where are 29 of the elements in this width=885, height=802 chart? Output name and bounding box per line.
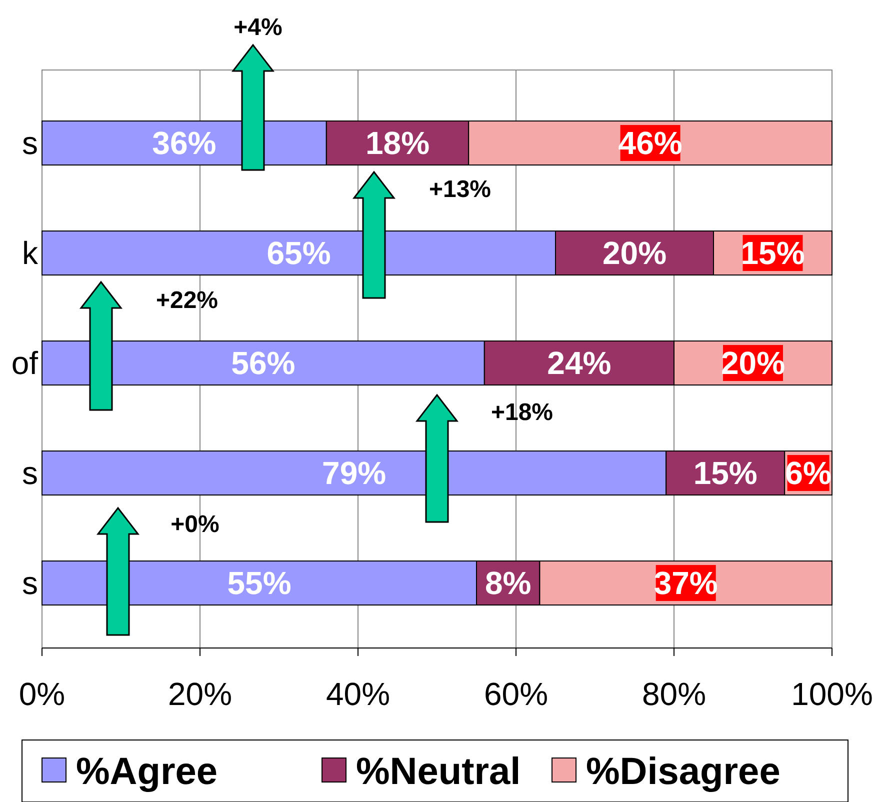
x-tick-label: 20% <box>168 676 232 712</box>
y-tick-label: s <box>22 125 38 161</box>
data-label: 36% <box>152 125 216 161</box>
y-tick-label: of <box>11 345 38 381</box>
legend-label: %Disagree <box>586 751 780 793</box>
data-label: 56% <box>231 345 296 381</box>
data-label: 79% <box>322 455 386 491</box>
data-label: 65% <box>266 235 331 271</box>
x-tick-label: 0% <box>18 676 66 712</box>
y-tick-label: s <box>22 565 38 601</box>
annotation: +22% <box>156 287 218 314</box>
x-tick-label: 80% <box>642 676 706 712</box>
x-tick-label: 60% <box>484 676 548 712</box>
annotation: +13% <box>428 176 492 203</box>
data-label: 15% <box>693 455 758 491</box>
text: +4% <box>234 14 282 41</box>
data-label: 8% <box>484 565 532 601</box>
data-label: 20% <box>602 235 667 271</box>
y-tick-label: s <box>22 455 38 491</box>
annotation: +18% <box>490 399 554 426</box>
legend-label: %Neutral <box>356 751 521 793</box>
annotation: +0% <box>170 511 220 538</box>
data-label: 24% <box>547 345 612 381</box>
data-label: 18% <box>365 125 430 161</box>
x-tick-label: 40% <box>326 676 390 712</box>
x-tick-label: 100% <box>791 676 873 712</box>
y-tick-label: k <box>22 235 39 271</box>
legend-label: %Agree <box>76 751 218 793</box>
data-label: 55% <box>227 565 292 601</box>
